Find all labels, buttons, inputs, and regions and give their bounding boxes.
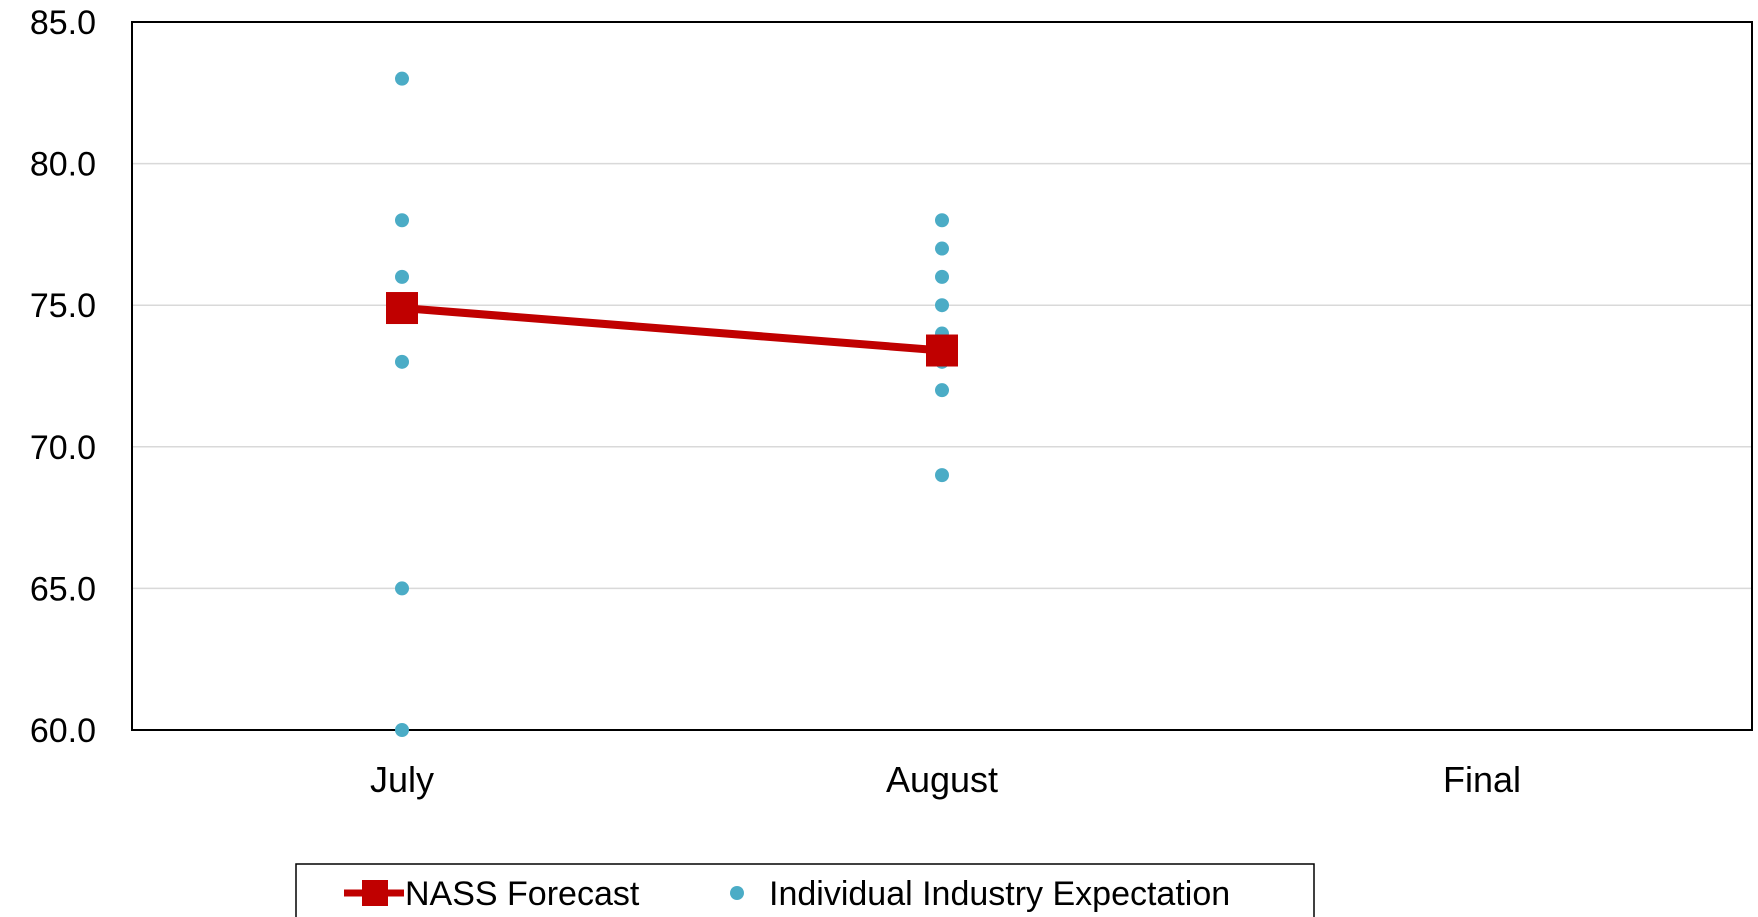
y-tick-label: 60.0 bbox=[30, 712, 96, 750]
industry-expectation-point bbox=[935, 241, 949, 256]
legend-nass-forecast-icon bbox=[344, 880, 404, 906]
y-axis-ticks: 60.0 65.0 70.0 75.0 80.0 85.0 bbox=[30, 4, 96, 750]
y-tick-label: 70.0 bbox=[30, 429, 96, 467]
x-category-label: August bbox=[886, 759, 998, 800]
industry-expectation-point bbox=[395, 354, 409, 369]
nass-forecast-marker bbox=[386, 292, 418, 325]
legend-industry-expectation-icon bbox=[730, 886, 744, 900]
industry-expectation-point bbox=[395, 723, 409, 737]
industry-expectation-point bbox=[395, 71, 409, 86]
x-category-label: July bbox=[370, 759, 434, 800]
x-axis-categories: July August Final bbox=[370, 759, 1521, 800]
gridlines bbox=[132, 162, 1752, 590]
y-tick-label: 80.0 bbox=[30, 146, 96, 184]
industry-expectation-point bbox=[935, 383, 949, 398]
legend-label-industry-expectation: Individual Industry Expectation bbox=[769, 875, 1230, 913]
industry-expectation-points bbox=[395, 71, 949, 737]
legend-label-nass-forecast: NASS Forecast bbox=[405, 875, 640, 913]
x-category-label: Final bbox=[1443, 759, 1521, 800]
nass-forecast-marker bbox=[926, 334, 958, 367]
industry-expectation-point bbox=[935, 298, 949, 313]
industry-expectation-point bbox=[935, 468, 949, 483]
y-tick-label: 65.0 bbox=[30, 570, 96, 608]
legend: NASS Forecast Individual Industry Expect… bbox=[295, 863, 1315, 917]
y-tick-label: 85.0 bbox=[30, 4, 96, 42]
legend-box bbox=[295, 863, 1315, 917]
industry-expectation-point bbox=[395, 581, 409, 596]
industry-expectation-point bbox=[935, 269, 949, 284]
industry-expectation-point bbox=[395, 213, 409, 228]
plot-area bbox=[131, 21, 1753, 731]
nass-forecast-series bbox=[386, 292, 958, 367]
y-tick-label: 75.0 bbox=[30, 287, 96, 325]
industry-expectation-point bbox=[935, 213, 949, 228]
nass-forecast-line bbox=[401, 304, 943, 355]
industry-expectation-point bbox=[395, 269, 409, 284]
